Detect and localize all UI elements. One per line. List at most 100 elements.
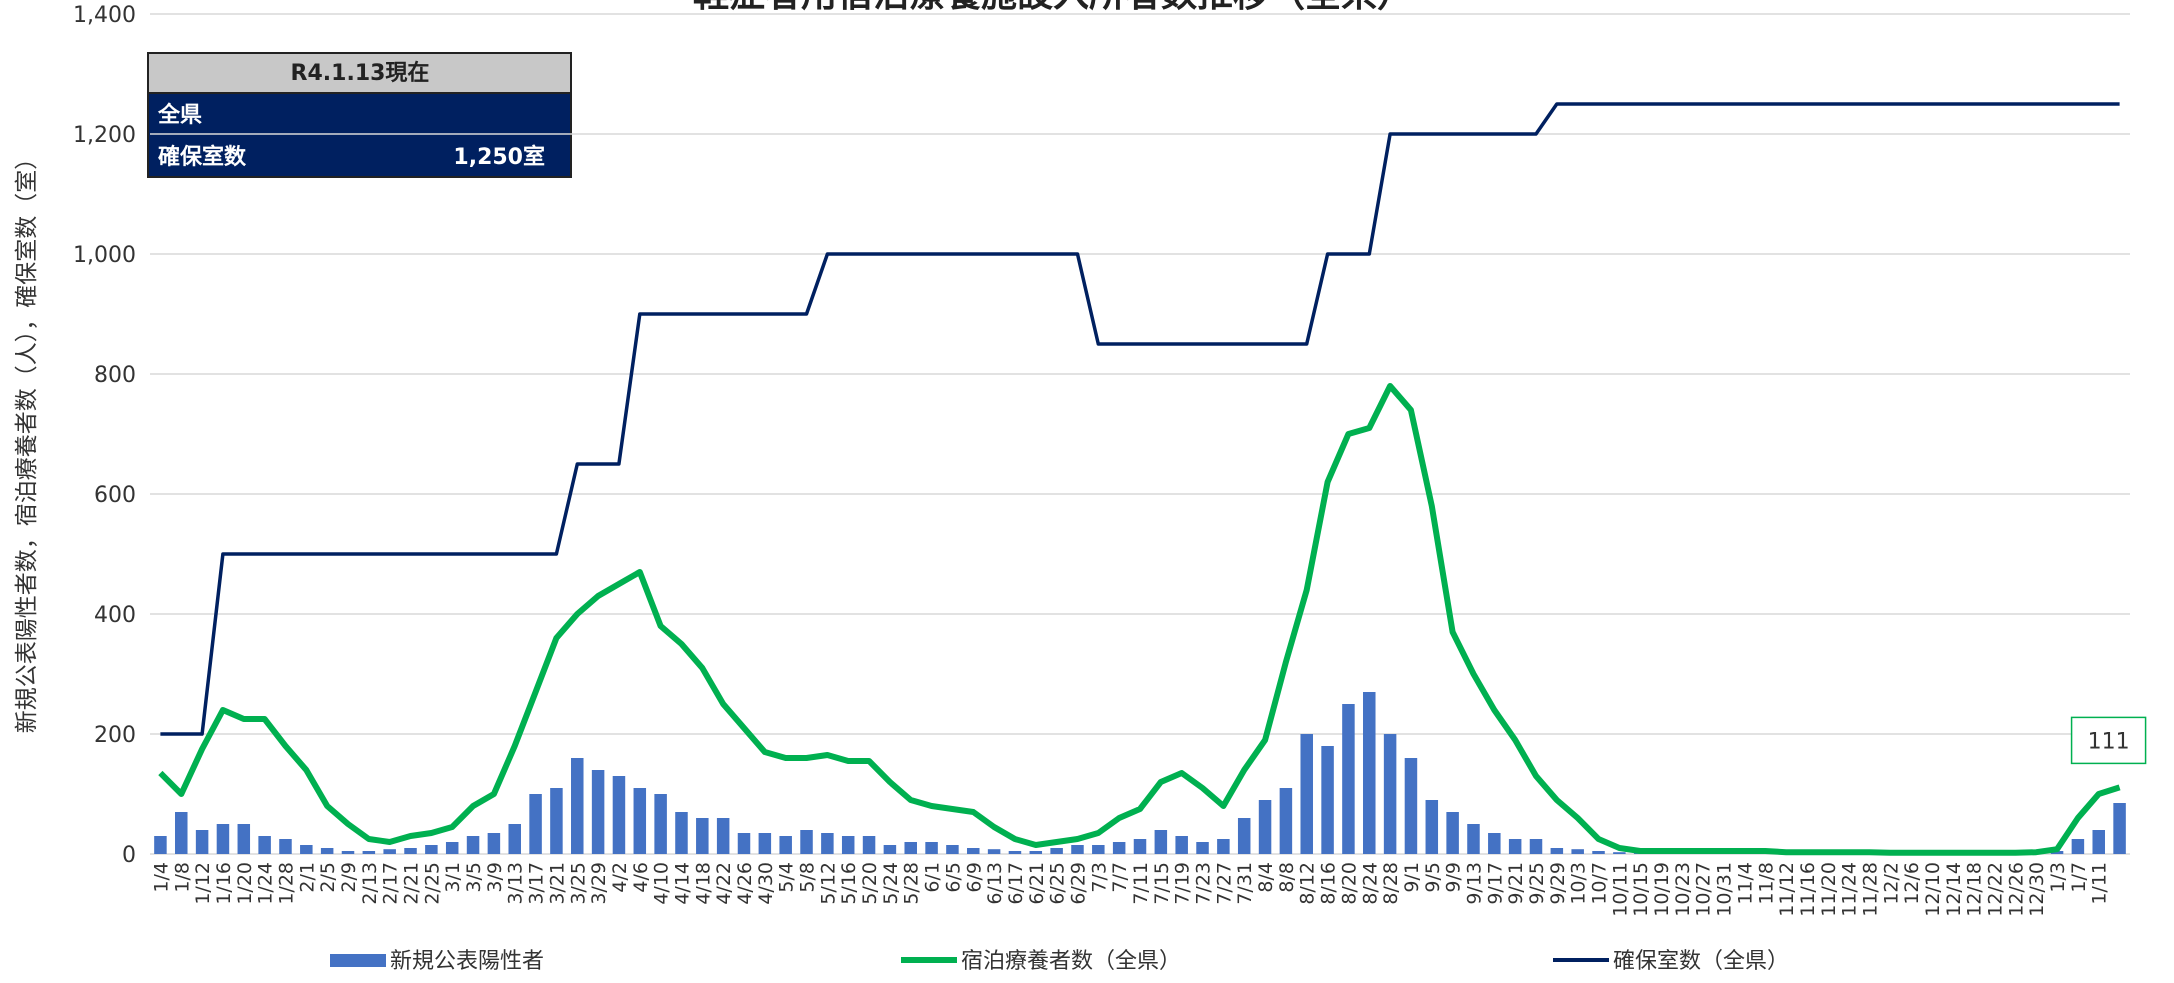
bar [1613, 852, 1626, 854]
x-tick-label: 8/12 [1297, 862, 1319, 905]
x-tick-label: 2/5 [317, 862, 339, 893]
bar [1029, 851, 1043, 854]
x-tick-label: 5/20 [859, 862, 881, 905]
x-tick-label: 12/26 [2005, 862, 2027, 917]
bar [946, 845, 959, 854]
bar [1425, 800, 1439, 854]
y-tick-label: 1,400 [73, 3, 136, 28]
bar [383, 849, 396, 854]
x-tick-label: 9/17 [1484, 862, 1506, 905]
x-tick-label: 6/1 [922, 862, 944, 893]
line [158, 383, 2121, 856]
bar [1321, 746, 1334, 854]
x-tick-label: 2/9 [338, 862, 360, 893]
x-tick-label: 9/13 [1463, 862, 1485, 905]
x-tick-label: 6/13 [984, 862, 1006, 905]
bar [779, 836, 792, 854]
bar [1008, 851, 1022, 854]
x-tick-label: 3/29 [588, 862, 610, 905]
y-tick-label: 200 [94, 723, 136, 748]
x-tick-label: 6/21 [1026, 862, 1048, 905]
x-tick-label: 9/25 [1526, 862, 1548, 905]
bar [237, 824, 251, 854]
bar [987, 849, 1001, 854]
bar [883, 845, 897, 854]
x-tick-label: 11/8 [1755, 862, 1777, 905]
bar [2050, 851, 2064, 854]
bar [1133, 839, 1147, 854]
x-tick-label: 2/25 [421, 862, 443, 905]
x-tick-label: 2/13 [359, 862, 381, 905]
x-tick-label: 12/22 [1985, 862, 2007, 917]
bar [1092, 845, 1105, 854]
x-tick-label: 5/12 [817, 862, 839, 905]
x-tick-label: 12/6 [1901, 862, 1923, 905]
x-tick-label: 3/17 [526, 862, 548, 905]
x-tick-label: 8/20 [1338, 862, 1360, 905]
x-tick-label: 1/3 [2047, 862, 2069, 893]
x-tick-label: 10/19 [1651, 862, 1673, 917]
x-tick-label: 4/18 [692, 862, 714, 905]
y-tick-label: 800 [94, 363, 136, 388]
x-tick-label: 6/5 [942, 862, 964, 893]
bar [1342, 704, 1355, 854]
bar [279, 839, 292, 854]
x-tick-label: 1/8 [171, 862, 193, 893]
x-tick-label: 1/7 [2068, 862, 2090, 893]
y-axis-label: 新規公表陽性者数，宿泊療養者数（人），確保室数（室） [14, 147, 40, 734]
x-tick-label: 10/27 [1693, 862, 1715, 917]
x-tick-label: 1/12 [192, 862, 214, 905]
bar [1446, 812, 1459, 854]
x-tick-label: 2/17 [380, 862, 402, 905]
y-tick-label: 1,000 [73, 243, 136, 268]
bar [1300, 734, 1313, 854]
bar [216, 824, 230, 854]
x-tick-label: 6/9 [963, 862, 985, 893]
x-tick-label: 3/13 [505, 862, 527, 905]
x-tick-label: 8/16 [1318, 862, 1340, 905]
bar [300, 845, 313, 854]
bar [341, 851, 355, 854]
x-tick-label: 6/29 [1067, 862, 1089, 905]
x-tick-label: 5/28 [901, 862, 923, 905]
bar [1258, 800, 1272, 854]
bar [154, 836, 167, 854]
x-tick-label: 8/28 [1380, 862, 1402, 905]
bar [1217, 839, 1230, 854]
bar [487, 833, 501, 854]
x-tick-label: 10/11 [1609, 862, 1631, 917]
x-tick-label: 7/3 [1088, 862, 1110, 893]
x-tick-label: 3/9 [484, 862, 506, 893]
bar [425, 845, 438, 854]
box-header-text: R4.1.13現在 [291, 60, 430, 86]
x-tick-label: 7/7 [1109, 862, 1131, 893]
x-tick-label: 7/31 [1234, 862, 1256, 905]
x-tick-label: 4/26 [734, 862, 756, 905]
bar [445, 842, 459, 854]
x-tick-label: 12/2 [1880, 862, 1902, 905]
x-tick-label: 1/28 [275, 862, 297, 905]
line [160, 102, 2120, 736]
x-tick-label: 11/28 [1859, 862, 1881, 917]
bar [2092, 830, 2105, 854]
x-tick-label: 9/9 [1443, 862, 1465, 893]
bar [466, 836, 480, 854]
x-tick-label: 4/6 [630, 862, 652, 893]
bar [1050, 848, 1063, 854]
x-tick-label: 4/10 [651, 862, 673, 905]
legend-label: 確保室数（全県） [1613, 949, 1789, 974]
x-tick-label: 3/5 [463, 862, 485, 893]
data-label: 111 [2088, 729, 2130, 754]
bar [1488, 833, 1501, 854]
x-tick-label: 5/24 [880, 862, 902, 905]
box-value: 1,250室 [453, 144, 545, 170]
x-tick-label: 7/11 [1130, 862, 1152, 905]
x-tick-label: 7/19 [1172, 862, 1194, 905]
x-tick-label: 8/24 [1359, 862, 1381, 905]
bar [967, 848, 980, 854]
box-area: 全県 [157, 102, 202, 128]
x-tick-label: 4/2 [609, 862, 631, 893]
x-tick-label: 11/24 [1839, 862, 1861, 917]
x-tick-label: 4/14 [671, 862, 693, 905]
